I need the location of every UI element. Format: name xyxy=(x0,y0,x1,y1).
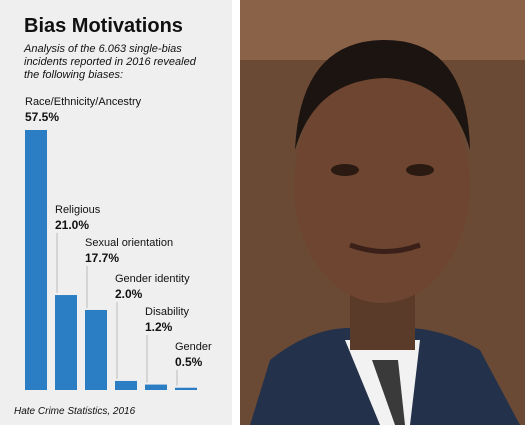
bar xyxy=(55,295,77,390)
value-label: 17.7% xyxy=(85,251,119,265)
category-label: Sexual orientation xyxy=(85,237,173,249)
category-label: Disability xyxy=(145,306,190,318)
plot: Race/Ethnicity/Ancestry 57.5% Religious 21.… xyxy=(25,96,212,390)
subtitle: Analysis of the 6.063 single-bias incide… xyxy=(23,43,197,81)
category-label: Race/Ethnicity/Ancestry xyxy=(25,96,142,108)
subtitle-line: Analysis of the 6.063 single-bias xyxy=(23,43,182,55)
value-label: 1.2% xyxy=(145,320,173,334)
bar xyxy=(175,387,197,390)
subtitle-line: the following biases: xyxy=(24,69,123,81)
photo-eye xyxy=(331,164,359,176)
value-label: 21.0% xyxy=(55,218,89,232)
category-label: Gender identity xyxy=(115,273,190,285)
subtitle-line: incidents reported in 2016 revealed xyxy=(24,56,197,68)
photo-eye xyxy=(406,164,434,176)
bar xyxy=(115,380,137,390)
photo xyxy=(240,0,525,425)
photo-tie xyxy=(372,360,405,425)
category-label: Religious xyxy=(55,204,101,216)
category-label: Gender xyxy=(175,341,212,353)
photo-hair xyxy=(295,40,470,150)
bar xyxy=(25,130,47,390)
bar xyxy=(145,384,167,390)
photo-mouth xyxy=(349,242,421,254)
chart-title: Bias Motivations xyxy=(24,15,183,37)
value-label: 2.0% xyxy=(115,287,143,301)
value-label: 57.5% xyxy=(25,110,59,124)
value-label: 0.5% xyxy=(175,355,203,369)
source-note: Hate Crime Statistics, 2016 xyxy=(14,406,136,417)
photo-face xyxy=(294,67,470,303)
bar xyxy=(85,309,107,390)
